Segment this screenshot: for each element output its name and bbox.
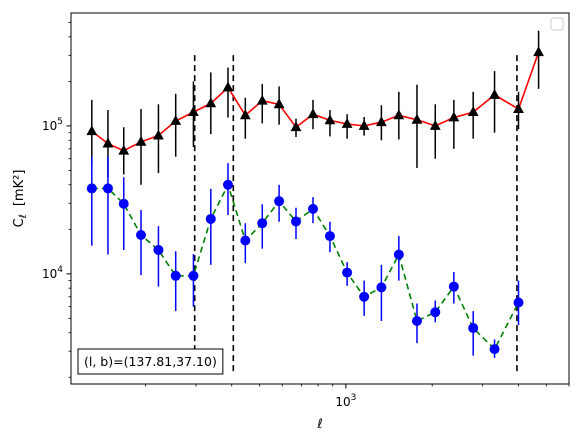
data-point-circle xyxy=(430,307,441,318)
data-point-circle xyxy=(411,315,422,326)
data-point-triangle xyxy=(273,98,285,109)
data-point-circle xyxy=(86,183,97,194)
data-point-triangle xyxy=(533,46,544,57)
series-1 xyxy=(86,30,544,185)
data-point-triangle xyxy=(170,114,182,125)
data-point-circle xyxy=(376,282,387,293)
data-point-circle xyxy=(489,344,500,355)
data-point-triangle xyxy=(375,116,387,127)
data-point-circle xyxy=(513,297,524,308)
data-point-triangle xyxy=(513,103,524,113)
y-tick-base: 10 xyxy=(42,119,57,133)
data-point-triangle xyxy=(153,129,164,140)
data-point-circle xyxy=(291,216,302,227)
data-point-triangle xyxy=(467,106,479,117)
data-point-circle xyxy=(274,196,285,207)
y-tick-base: 10 xyxy=(42,267,57,281)
data-point-triangle xyxy=(448,111,460,122)
data-point-circle xyxy=(222,179,233,190)
annotation-label: (l, b)=(137.81,37.10) xyxy=(84,354,217,369)
data-point-triangle xyxy=(429,119,441,130)
data-point-triangle xyxy=(341,118,353,128)
data-point-triangle xyxy=(411,113,423,124)
axes-frame xyxy=(70,12,570,385)
data-point-circle xyxy=(324,231,335,242)
data-point-circle xyxy=(170,270,181,281)
plot-content xyxy=(86,30,544,372)
y-axis-label: Cℓ [mK²] xyxy=(12,170,29,228)
data-point-triangle xyxy=(290,121,302,132)
data-point-circle xyxy=(102,183,113,194)
data-point-circle xyxy=(188,270,199,281)
data-point-circle xyxy=(205,213,216,224)
y-tick-label: 105 xyxy=(42,117,63,133)
data-point-triangle xyxy=(135,135,147,146)
y-tick-label: 104 xyxy=(42,265,63,281)
data-point-circle xyxy=(136,230,147,241)
x-tick-base: 10 xyxy=(335,395,350,409)
data-point-circle xyxy=(359,291,370,302)
annotation-box xyxy=(77,348,224,375)
y-tick-exponent: 5 xyxy=(57,117,63,127)
data-point-triangle xyxy=(256,94,268,105)
data-point-circle xyxy=(153,244,164,255)
series-2 xyxy=(86,156,524,358)
data-point-triangle xyxy=(118,144,130,155)
y-tick-exponent: 4 xyxy=(57,265,63,275)
data-point-triangle xyxy=(188,106,199,117)
data-point-triangle xyxy=(489,88,500,99)
y-axis-label-unit: [mK²] xyxy=(12,170,27,207)
data-point-circle xyxy=(342,267,353,278)
data-point-circle xyxy=(257,218,268,229)
x-tick-exponent: 3 xyxy=(351,393,357,403)
data-point-circle xyxy=(393,249,404,260)
data-point-circle xyxy=(118,198,129,209)
data-point-triangle xyxy=(222,81,234,92)
x-axis-label: ℓ xyxy=(316,417,322,432)
data-point-triangle xyxy=(205,97,217,108)
data-point-circle xyxy=(468,323,479,334)
data-point-circle xyxy=(448,281,459,292)
x-tick-label: 103 xyxy=(335,393,356,409)
y-axis-label-symbol: C xyxy=(12,218,27,227)
legend-box xyxy=(550,17,564,31)
data-point-triangle xyxy=(102,137,114,148)
data-point-triangle xyxy=(86,125,98,136)
data-point-triangle xyxy=(324,114,336,125)
data-point-triangle xyxy=(358,119,370,130)
y-axis-label-subscript: ℓ xyxy=(18,214,29,218)
data-point-circle xyxy=(308,203,319,214)
data-point-triangle xyxy=(307,108,319,119)
data-point-circle xyxy=(240,235,251,246)
data-point-triangle xyxy=(239,109,251,120)
annotation-group: (l, b)=(137.81,37.10) xyxy=(77,348,224,375)
data-point-triangle xyxy=(393,109,405,120)
